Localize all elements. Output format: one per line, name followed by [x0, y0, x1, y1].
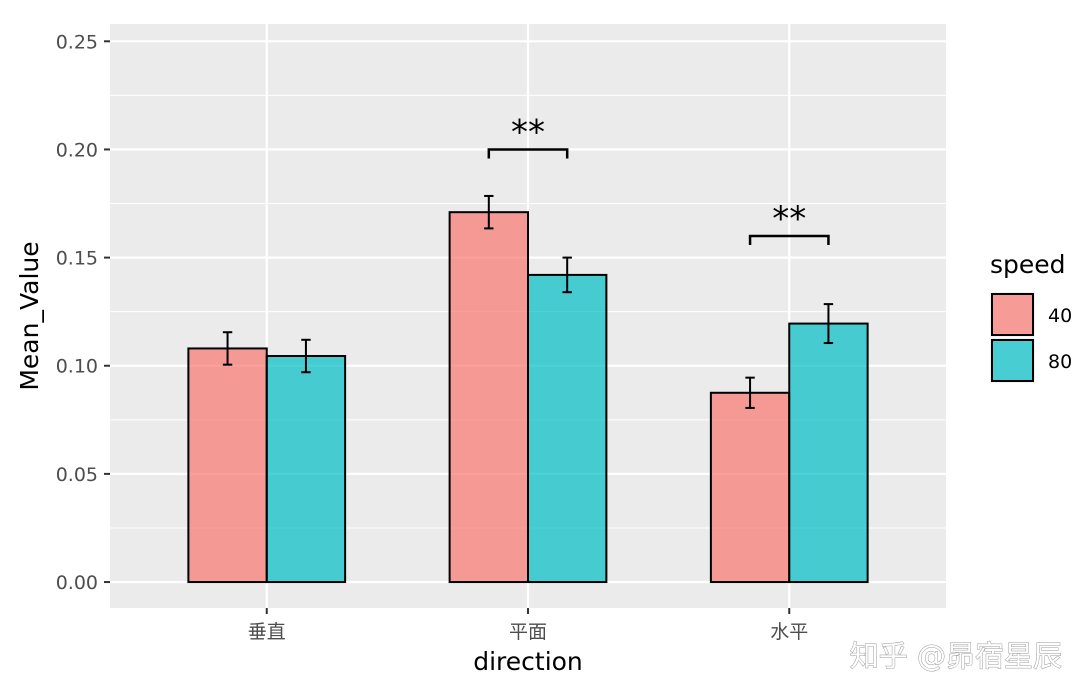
bar-40-0 [187, 347, 268, 584]
y-tick-label: 0.20 [56, 139, 98, 161]
significance-bracket-0 [487, 148, 569, 159]
legend-swatch-40 [991, 293, 1034, 336]
legend-title: speed [990, 250, 1066, 279]
y-axis-title: Mean_Value [15, 241, 44, 390]
legend-label-80: 80 [1048, 351, 1072, 373]
y-tick-label: 0.15 [56, 248, 98, 270]
legend-label-40: 40 [1048, 305, 1072, 327]
significance-bracket-1 [748, 234, 830, 245]
y-tick-label: 0.10 [56, 356, 98, 378]
x-axis: 垂直 平面 水平 [248, 608, 808, 643]
bar-80-0 [265, 355, 347, 584]
bar-80-2 [788, 322, 869, 584]
y-axis: 0.00 0.05 0.10 0.15 0.20 0.25 [56, 31, 110, 594]
x-tick-label: 平面 [509, 621, 547, 643]
error-bars [222, 194, 834, 409]
bar-40-1 [448, 211, 529, 584]
x-tick-label: 垂直 [248, 621, 286, 643]
significance-annotations: ** ** [487, 112, 830, 245]
y-tick-label: 0.05 [56, 464, 98, 486]
legend-swatch-80 [991, 339, 1034, 382]
legend: speed 40 80 [990, 250, 1072, 383]
bars [187, 211, 869, 584]
bar-80-1 [527, 273, 608, 584]
significance-label-0: ** [511, 112, 545, 152]
y-tick-label: 0.25 [56, 31, 98, 53]
bar-40-2 [709, 391, 791, 584]
y-tick-label: 0.00 [56, 572, 98, 594]
x-axis-title: direction [473, 647, 583, 676]
watermark: 知乎 @昴宿星辰 [850, 639, 1062, 673]
significance-label-1: ** [772, 199, 806, 239]
x-tick-label: 水平 [770, 621, 808, 643]
